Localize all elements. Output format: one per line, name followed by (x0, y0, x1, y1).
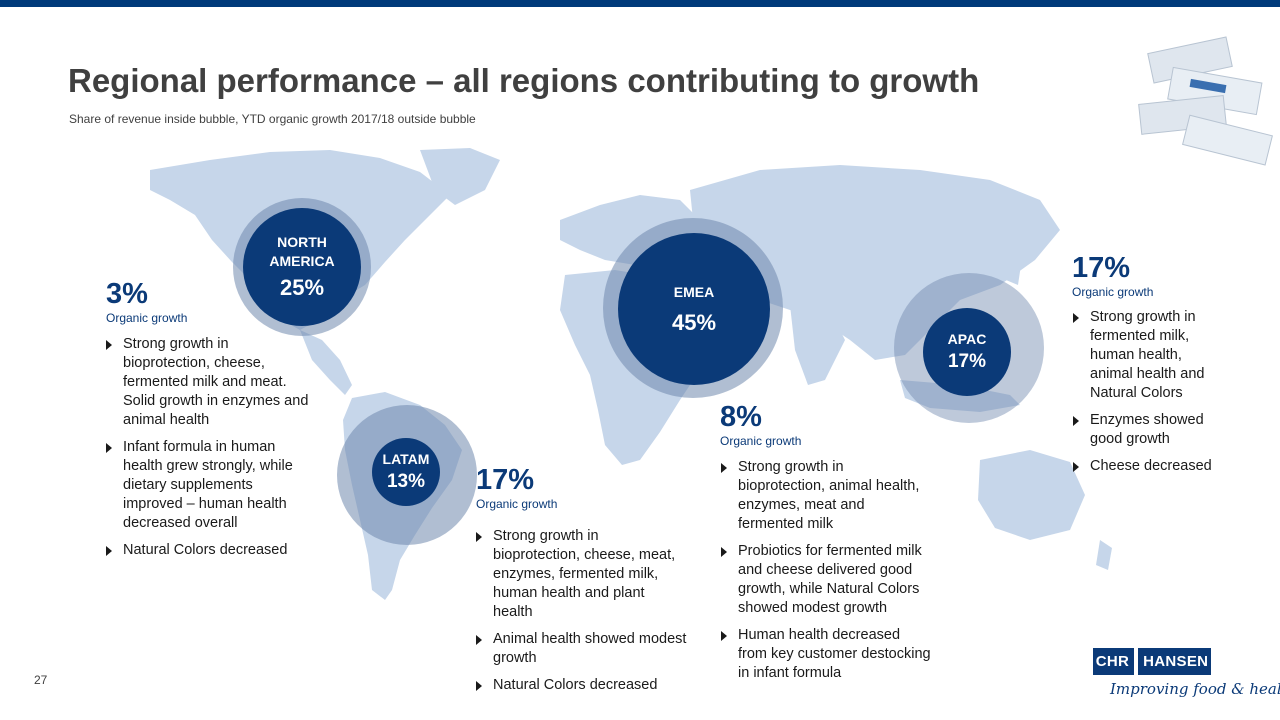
logo-tagline: Improving food & health (1110, 680, 1280, 698)
product-packets-image (1138, 36, 1273, 166)
bullet-arrow-icon (476, 681, 482, 691)
list-item: Strong growth in bioprotection, cheese, … (476, 527, 688, 622)
list-item: Cheese decreased (1073, 457, 1223, 476)
north-america-growth-value: 3% (106, 278, 148, 310)
north-america-growth-label: Organic growth (106, 311, 188, 325)
logo-right-text: HANSEN (1143, 653, 1209, 670)
apac-growth-block: 17% Organic growth (1072, 253, 1153, 299)
list-item: Natural Colors decreased (476, 676, 688, 695)
map-japan (1006, 250, 1022, 285)
north-america-name-line2: AMERICA (269, 253, 335, 269)
emea-growth-value: 8% (720, 401, 762, 433)
apac-bubble: APAC 17% (923, 308, 1011, 396)
emea-bullets: Strong growth in bioprotection, animal h… (721, 458, 931, 691)
logo-separator (1134, 648, 1139, 675)
list-item: Natural Colors decreased (106, 541, 316, 560)
latam-bullets: Strong growth in bioprotection, cheese, … (476, 527, 688, 703)
top-accent-bar (0, 0, 1280, 7)
list-item: Strong growth in fermented milk, human h… (1073, 308, 1223, 403)
apac-bullets: Strong growth in fermented milk, human h… (1073, 308, 1223, 484)
north-america-bubble: NORTH AMERICA 25% (243, 208, 361, 326)
latam-growth-block: 17% Organic growth (476, 465, 557, 511)
slide-subtitle: Share of revenue inside bubble, YTD orga… (69, 112, 476, 126)
north-america-bullets: Strong growth in bioprotection, cheese, … (106, 335, 316, 568)
map-se-asia (900, 380, 1020, 412)
list-item: Enzymes showed good growth (1073, 411, 1223, 449)
north-america-growth-block: 3% Organic growth (106, 279, 187, 325)
bullet-arrow-icon (721, 463, 727, 473)
bullet-arrow-icon (1073, 416, 1079, 426)
emea-bubble: EMEA 45% (618, 233, 770, 385)
emea-growth-label: Organic growth (720, 434, 802, 448)
latam-growth-label: Organic growth (476, 497, 558, 511)
map-central-america (300, 330, 352, 395)
apac-growth-label: Organic growth (1072, 285, 1154, 299)
bullet-arrow-icon (721, 631, 727, 641)
page-number: 27 (34, 673, 48, 687)
bullet-arrow-icon (106, 546, 112, 556)
map-australia (978, 450, 1085, 540)
chr-hansen-logo: CHR HANSEN (1093, 648, 1211, 675)
latam-name: LATAM (382, 450, 430, 467)
list-item: Human health decreased from key customer… (721, 626, 931, 683)
emea-share: 45% (671, 309, 717, 335)
map-greenland (420, 148, 500, 205)
map-new-zealand (1096, 540, 1112, 570)
bullet-arrow-icon (1073, 313, 1079, 323)
list-item: Strong growth in bioprotection, animal h… (721, 458, 931, 534)
apac-name: APAC (947, 330, 987, 347)
bullet-arrow-icon (476, 532, 482, 542)
map-india (790, 305, 845, 385)
latam-bubble: LATAM 13% (372, 438, 440, 506)
bullet-arrow-icon (721, 547, 727, 557)
emea-name: EMEA (673, 283, 715, 300)
list-item: Probiotics for fermented milk and cheese… (721, 542, 931, 618)
list-item: Infant formula in human health grew stro… (106, 438, 316, 533)
map-asia (690, 165, 1060, 360)
latam-share: 13% (386, 470, 426, 492)
slide-title: Regional performance – all regions contr… (68, 62, 980, 99)
bullet-arrow-icon (1073, 462, 1079, 472)
list-item: Animal health showed modest growth (476, 630, 688, 668)
apac-growth-value: 17% (1072, 252, 1131, 284)
bullet-arrow-icon (106, 443, 112, 453)
apac-share: 17% (947, 350, 987, 372)
bullet-arrow-icon (106, 340, 112, 350)
logo-left-text: CHR (1095, 653, 1130, 670)
north-america-share: 25% (279, 275, 325, 300)
latam-growth-value: 17% (476, 464, 535, 496)
north-america-name-line1: NORTH (277, 234, 327, 250)
emea-growth-block: 8% Organic growth (720, 402, 801, 448)
bullet-arrow-icon (476, 635, 482, 645)
list-item: Strong growth in bioprotection, cheese, … (106, 335, 316, 430)
